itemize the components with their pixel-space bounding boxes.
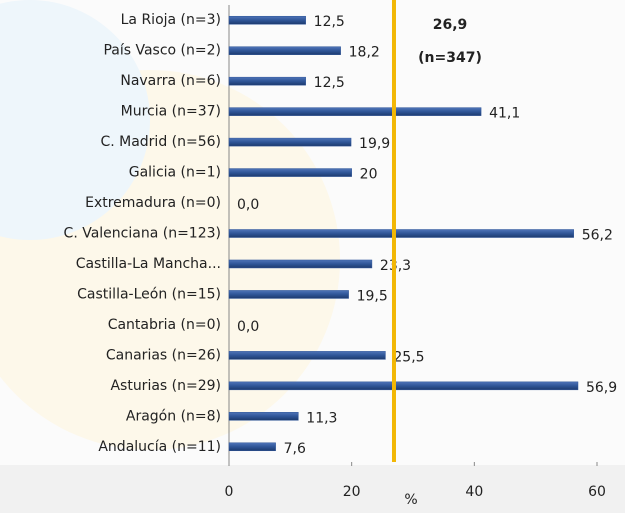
background-shape: [0, 0, 150, 240]
bar: [228, 15, 306, 25]
y-tick-label: Asturias (n=29): [110, 378, 221, 394]
y-tick-label: Canarias (n=26): [106, 347, 221, 363]
bar: [228, 259, 373, 269]
y-tick-label: C. Valenciana (n=123): [64, 226, 221, 242]
bar: [228, 351, 386, 360]
data-label: 18,2: [349, 45, 380, 61]
data-label: 20: [360, 167, 378, 183]
bar: [228, 107, 482, 116]
data-label: 11,3: [306, 410, 337, 426]
y-tick-label: Cantabria (n=0): [108, 317, 221, 333]
data-label: 7,6: [284, 441, 306, 457]
y-tick-label: Castilla-León (n=15): [77, 286, 221, 302]
x-axis-label: %: [404, 492, 417, 508]
data-label: 0,0: [237, 319, 259, 335]
reference-sublabel: (n=347): [418, 50, 482, 66]
bar: [228, 412, 299, 421]
bar: [228, 442, 276, 452]
x-tick-label: 0: [225, 484, 234, 500]
y-tick-label: La Rioja (n=3): [121, 12, 221, 28]
data-label: 41,1: [489, 106, 520, 122]
x-tick-label: 20: [343, 484, 361, 500]
data-label: 0,0: [237, 197, 259, 213]
data-label: 56,2: [582, 228, 613, 244]
data-label: 12,5: [314, 14, 345, 30]
bar: [228, 290, 349, 299]
y-tick-label: Extremadura (n=0): [85, 195, 221, 211]
y-tick-label: Andalucía (n=11): [98, 439, 221, 455]
data-label: 12,5: [314, 75, 345, 91]
bar: [228, 76, 306, 86]
y-tick-label: Murcia (n=37): [121, 104, 221, 120]
y-tick-label: Aragón (n=8): [126, 408, 221, 424]
y-tick-label: País Vasco (n=2): [103, 43, 221, 59]
bar: [228, 381, 579, 391]
data-label: 56,9: [586, 380, 617, 396]
y-tick-label: Castilla-La Mancha...: [76, 256, 221, 272]
data-label: 19,5: [357, 288, 388, 304]
y-tick-label: Galicia (n=1): [129, 165, 221, 181]
data-label: 19,9: [359, 136, 390, 152]
data-label: 25,5: [393, 349, 424, 365]
bar: [228, 168, 352, 177]
x-tick-label: 40: [465, 484, 483, 500]
y-tick-label: C. Madrid (n=56): [100, 134, 221, 150]
x-tick-label: 60: [588, 484, 606, 500]
y-tick-label: Navarra (n=6): [120, 73, 221, 89]
reference-label: 26,9: [433, 17, 468, 33]
bar: [228, 229, 574, 238]
bar: [228, 46, 341, 55]
bar: [228, 137, 352, 147]
background-band: [0, 465, 625, 513]
